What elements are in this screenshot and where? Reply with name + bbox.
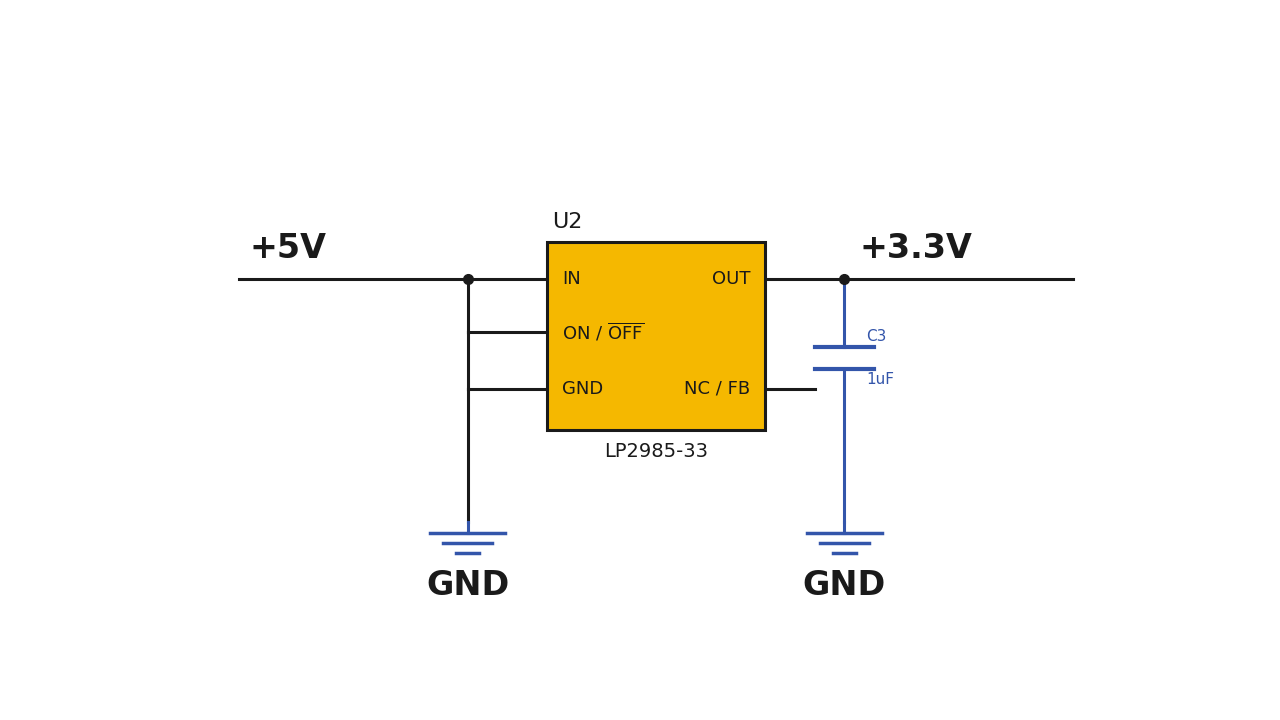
Text: U2: U2 [552, 212, 582, 232]
Text: 1uF: 1uF [867, 372, 895, 387]
Bar [547, 242, 765, 430]
Text: +3.3V: +3.3V [859, 233, 973, 266]
Text: GND: GND [426, 569, 509, 602]
Text: LP2985-33: LP2985-33 [604, 442, 708, 462]
Text: NC / FB: NC / FB [684, 379, 750, 397]
Text: ON / $\overline{\mathrm{OFF}}$: ON / $\overline{\mathrm{OFF}}$ [562, 321, 644, 343]
Text: GND: GND [803, 569, 886, 602]
Text: OUT: OUT [712, 270, 750, 288]
Text: C3: C3 [867, 329, 887, 344]
Text: +5V: +5V [250, 233, 326, 266]
Text: IN: IN [562, 270, 581, 288]
Text: GND: GND [562, 379, 603, 397]
